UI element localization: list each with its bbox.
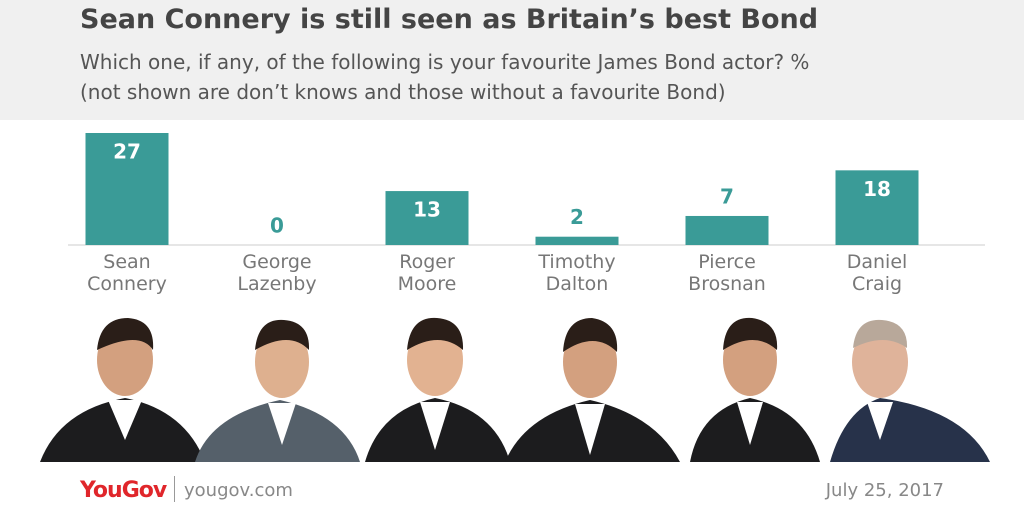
category-label: Timothy Dalton <box>538 251 616 295</box>
category-label: George Lazenby <box>237 251 317 295</box>
value-label: 27 <box>113 140 141 164</box>
header: Sean Connery is still seen as Britain’s … <box>0 0 1024 120</box>
note: (not shown are don’t knows and those wit… <box>80 80 726 104</box>
date: July 25, 2017 <box>825 480 944 501</box>
bar <box>685 215 769 245</box>
separator <box>174 476 175 502</box>
value-label: 0 <box>270 214 284 238</box>
category-label: Pierce Brosnan <box>688 251 766 295</box>
actor-photos <box>40 317 990 462</box>
bar <box>535 236 619 245</box>
bar <box>85 133 169 245</box>
bar <box>385 191 469 245</box>
brand: YouGov <box>80 478 167 503</box>
value-label: 7 <box>720 184 734 208</box>
category-label: Roger Moore <box>397 251 457 295</box>
value-label: 2 <box>570 205 584 229</box>
title: Sean Connery is still seen as Britain’s … <box>80 4 819 35</box>
site: yougov.com <box>184 480 293 501</box>
bar <box>835 170 919 245</box>
footer: YouGov yougov.com July 25, 2017 <box>0 466 1024 512</box>
value-label: 18 <box>863 177 891 201</box>
category-label: Daniel Craig <box>846 251 908 295</box>
category-label: Sean Connery <box>87 251 167 295</box>
subtitle: Which one, if any, of the following is y… <box>80 50 810 74</box>
value-label: 13 <box>413 198 441 222</box>
